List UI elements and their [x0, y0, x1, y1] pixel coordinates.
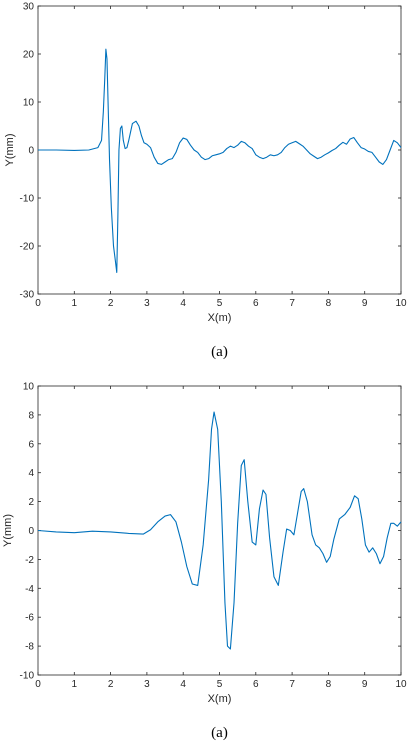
y-tick-label: -4	[25, 584, 34, 595]
x-tick-label: 4	[180, 298, 186, 309]
x-tick-label: 8	[326, 298, 332, 309]
x-tick-label: 4	[180, 679, 186, 690]
x-tick-label: 1	[72, 679, 78, 690]
x-axis-label: X(m)	[208, 693, 232, 705]
y-tick-label: -20	[20, 242, 35, 253]
plot-area	[37, 385, 402, 676]
x-tick-label: 7	[289, 298, 295, 309]
y-tick-label: 8	[28, 410, 34, 421]
y-tick-label: 20	[23, 50, 35, 61]
y-axis-label: Y(mm)	[2, 514, 14, 547]
x-tick-label: 2	[108, 679, 114, 690]
x-tick-label: 9	[362, 679, 368, 690]
y-tick-label: -10	[20, 194, 35, 205]
y-tick-label: 6	[28, 439, 34, 450]
y-tick-label: -30	[20, 290, 35, 301]
x-tick-label: 5	[217, 679, 223, 690]
x-tick-label: 9	[362, 298, 368, 309]
series-line-0	[38, 48, 402, 273]
y-tick-label: -10	[20, 671, 35, 682]
y-tick-label: 0	[28, 526, 34, 537]
x-tick-label: 10	[395, 679, 407, 690]
x-tick-label: 2	[108, 298, 114, 309]
x-tick-label: 3	[144, 298, 150, 309]
y-tick-label: -8	[25, 642, 34, 653]
x-tick-label: 1	[72, 298, 78, 309]
figure-caption: (a)	[211, 725, 228, 741]
x-tick-label: 5	[217, 298, 223, 309]
x-axis-label: X(m)	[208, 312, 232, 324]
y-tick-label: 2	[28, 497, 34, 508]
x-tick-label: 8	[326, 679, 332, 690]
y-tick-label: 4	[28, 468, 34, 479]
x-tick-label: 6	[253, 298, 259, 309]
y-tick-label: 30	[23, 2, 35, 13]
y-tick-label: -6	[25, 613, 34, 624]
chart-panel-bottom: 0 1 2 3 4 5 6 7 8 9 10 -10 -8 -6 -4 -2 0 2 4 6 8 10 X(m) Y(mm) (…	[2, 382, 407, 742]
x-tick-label: 0	[35, 298, 41, 309]
x-tick-label: 6	[253, 679, 259, 690]
figure-caption: (a)	[211, 344, 228, 360]
y-tick-label: -2	[25, 555, 34, 566]
x-tick-label: 7	[289, 679, 295, 690]
chart-panel-top: 0 1 2 3 4 5 6 7 8 9 10 -30 -20 -10 0 10 20 30 X(m) Y(mm) (a)	[4, 2, 407, 361]
series-line-0	[37, 411, 402, 650]
x-tick-label: 3	[144, 679, 150, 690]
y-tick-label: 10	[23, 98, 35, 109]
y-tick-label: 0	[28, 146, 34, 157]
y-axis-label: Y(mm)	[4, 134, 16, 167]
y-tick-label: 10	[23, 382, 35, 393]
x-tick-label: 10	[395, 298, 407, 309]
plot-area	[37, 5, 402, 295]
x-tick-label: 0	[35, 679, 41, 690]
